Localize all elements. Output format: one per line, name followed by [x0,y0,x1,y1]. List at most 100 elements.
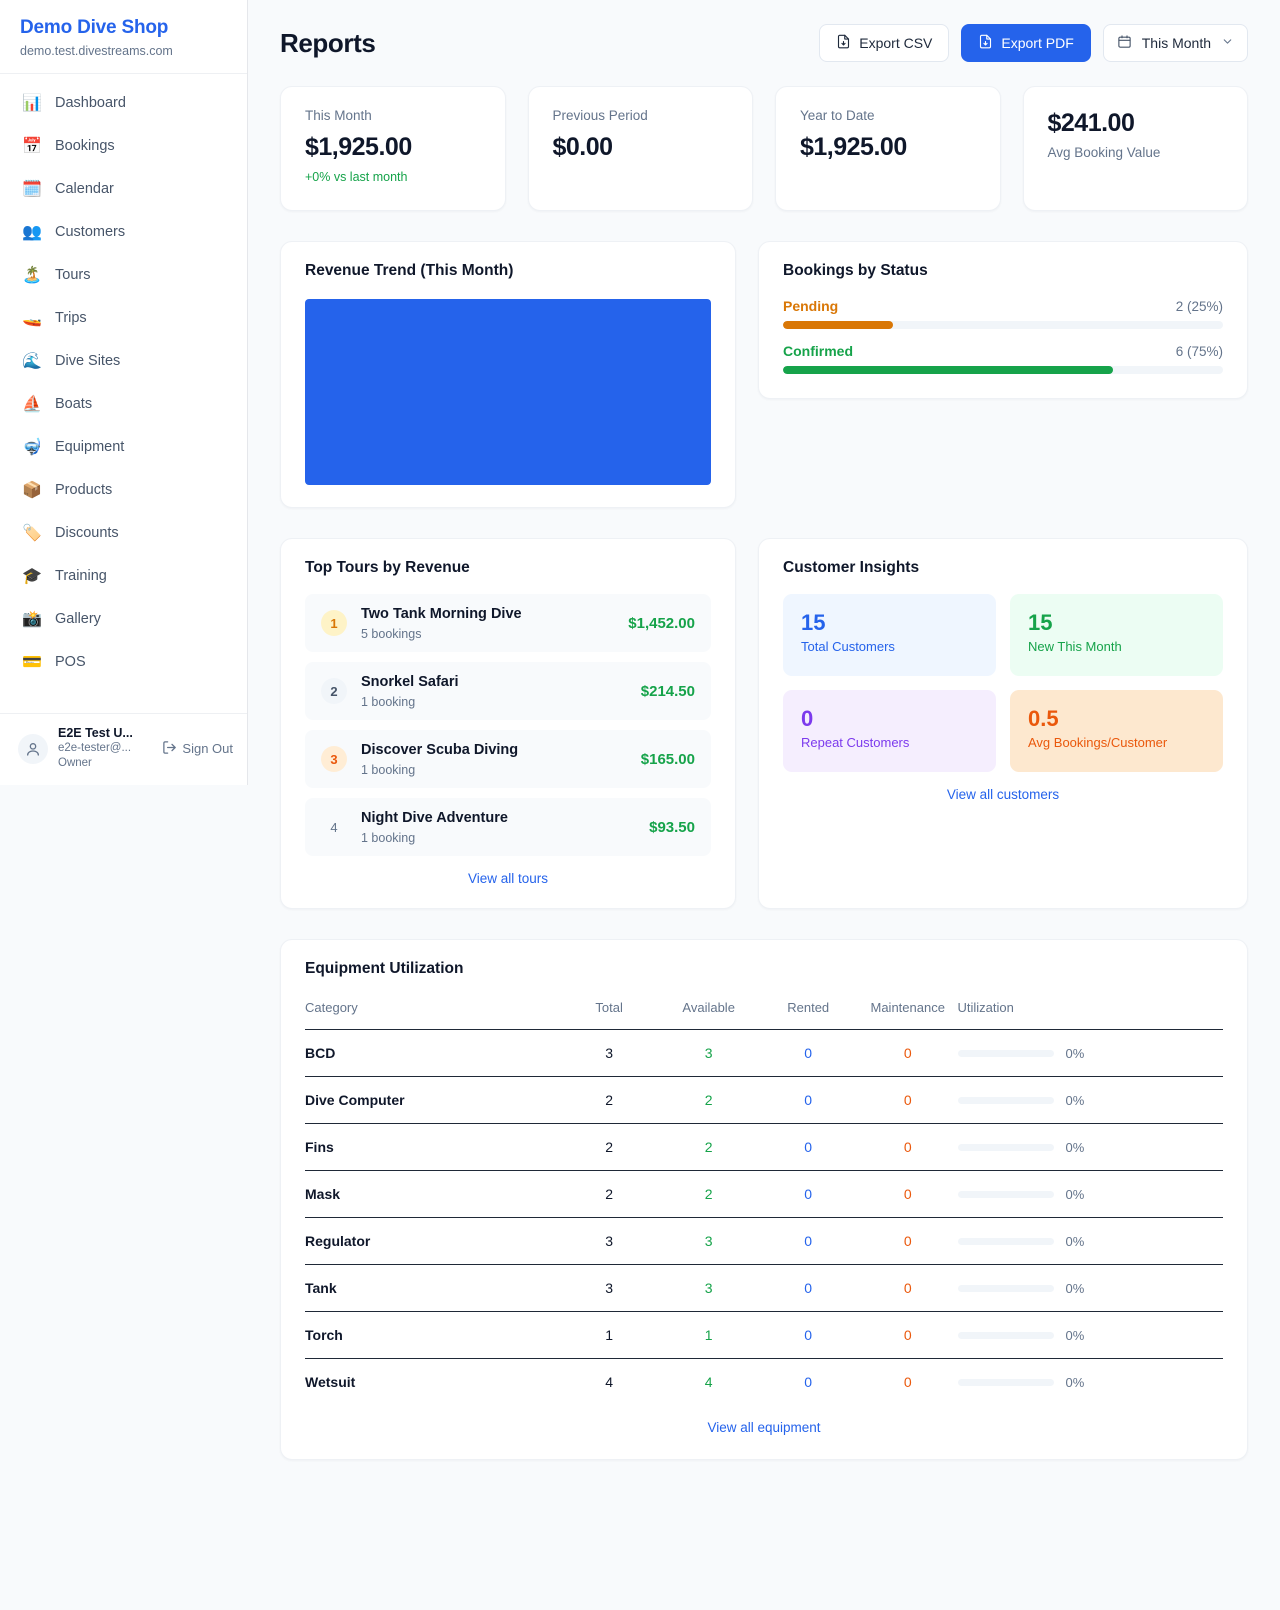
equipment-col-header: Category [305,994,560,1030]
avatar [18,733,48,764]
equipment-category: BCD [305,1029,560,1077]
export-pdf-label: Export PDF [1001,35,1074,51]
stat-label: Avg Booking Value [1047,145,1161,160]
view-all-tours-link[interactable]: View all tours [467,871,549,886]
sidebar-nav: 📊 Dashboard 📅 Bookings 🗓️ Calendar 👥 Customers 🏝… [0,74,247,713]
brand-domain: demo.test.divestreams.com [20,44,173,58]
tour-bookings-count: 1 booking [361,694,416,709]
equipment-rented: 0 [758,1264,858,1312]
export-csv-button[interactable]: Export CSV [819,24,950,62]
brand-block[interactable]: Demo Dive Shop demo.test.divestreams.com [0,0,247,74]
equipment-category: Mask [305,1170,560,1218]
tour-info: Night Dive Adventure 1 booking [361,809,635,846]
sidebar-user-footer: E2E Test U... e2e-tester@... Owner Sign … [0,713,247,785]
utilization-bar-track [957,1143,1054,1151]
bar-chart-emoji: 📊 [22,94,42,112]
sidebar-item-discounts[interactable]: 🏷️ Discounts [0,512,247,555]
equipment-maintenance: 0 [857,1076,958,1124]
equipment-rented: 0 [758,1076,858,1124]
equipment-utilization-title: Equipment Utilization [305,960,464,977]
equipment-maintenance: 0 [857,1029,958,1077]
stat-label: Previous Period [552,108,648,123]
sidebar-item-customers[interactable]: 👥 Customers [0,211,247,254]
equipment-available: 3 [658,1029,759,1077]
table-row: BCD 3 3 0 0 0% [305,1029,1223,1077]
equipment-rented: 0 [758,1311,858,1359]
equipment-utilization-cell: 0% [957,1217,1223,1265]
logout-icon [162,740,177,758]
period-select[interactable]: This Month [1102,24,1248,62]
revenue-trend-card: Revenue Trend (This Month) [280,241,736,508]
sidebar-item-label: Gallery [55,611,101,627]
insights-grid: 15 Total Customers 15 New This Month 0 Repeat… [783,594,1223,772]
sidebar-item-trips[interactable]: 🚤 Trips [0,297,247,340]
revenue-trend-chart [305,299,711,485]
sidebar-item-boats[interactable]: ⛵ Boats [0,383,247,426]
view-all-equipment-link[interactable]: View all equipment [707,1420,821,1435]
tour-row[interactable]: 4 Night Dive Adventure 1 booking $93.50 [305,798,711,856]
utilization-percent: 0% [1065,1233,1085,1249]
table-row: Wetsuit 4 4 0 0 0% [305,1359,1223,1406]
equipment-category: Dive Computer [305,1076,560,1124]
sidebar-item-dashboard[interactable]: 📊 Dashboard [0,82,247,125]
export-pdf-button[interactable]: Export PDF [961,24,1091,62]
equipment-utilization-cell: 0% [957,1170,1223,1218]
equipment-category: Fins [305,1123,560,1171]
equipment-table: Category Total Available Rented Maintenance U… [305,994,1223,1405]
period-select-value: This Month [1141,35,1211,51]
sidebar-item-label: Calendar [55,181,114,197]
sidebar-item-dive-sites[interactable]: 🌊 Dive Sites [0,340,247,383]
status-bar-fill [783,321,893,329]
tour-revenue: $214.50 [640,682,695,700]
tour-revenue: $93.50 [649,818,695,836]
tour-rank-badge: 2 [321,678,347,704]
sign-out-button[interactable]: Sign Out [162,740,233,758]
sidebar-item-calendar[interactable]: 🗓️ Calendar [0,168,247,211]
utilization-percent: 0% [1065,1045,1085,1061]
sidebar-item-gallery[interactable]: 📸 Gallery [0,598,247,641]
tour-revenue: $1,452.00 [628,614,695,632]
utilization-percent: 0% [1065,1092,1085,1108]
insight-card: 0 Repeat Customers [783,690,996,772]
utilization-bar-track [957,1190,1054,1198]
equipment-total: 2 [559,1123,659,1171]
sidebar-item-label: Training [55,568,107,584]
sidebar-item-tours[interactable]: 🏝️ Tours [0,254,247,297]
equipment-table-body: BCD 3 3 0 0 0% Dive Computer 2 2 0 0 0% Fins 2 2 0 0 0% Ma… [305,1029,1223,1406]
insight-label: Total Customers [801,639,895,654]
sidebar-item-label: Boats [55,396,93,412]
equipment-category: Wetsuit [305,1374,356,1390]
equipment-maintenance: 0 [857,1264,958,1312]
insight-value: 0.5 [1028,706,1059,731]
sidebar-item-bookings[interactable]: 📅 Bookings [0,125,247,168]
sidebar-item-training[interactable]: 🎓 Training [0,555,247,598]
tour-row[interactable]: 3 Discover Scuba Diving 1 booking $165.00 [305,730,711,788]
equipment-utilization-cell: 0% [957,1029,1223,1077]
tour-row[interactable]: 2 Snorkel Safari 1 booking $214.50 [305,662,711,720]
utilization-bar-track [957,1378,1054,1386]
equipment-col-header: Total [559,994,659,1030]
file-download-icon [836,34,851,52]
equipment-col-header: Maintenance [857,994,958,1030]
sailboat-emoji: ⛵ [22,395,42,413]
sidebar-item-pos[interactable]: 💳 POS [0,641,247,684]
status-row: Confirmed 6 (75%) [783,343,1223,374]
sidebar-item-label: Equipment [55,439,125,455]
status-name: Pending [783,298,839,314]
desert-island-emoji: 🏝️ [22,266,42,284]
insight-label: Avg Bookings/Customer [1028,735,1168,750]
export-csv-label: Export CSV [859,35,933,51]
sidebar-item-products[interactable]: 📦 Products [0,469,247,512]
insight-value: 15 [801,610,826,635]
stat-value: $0.00 [552,133,614,161]
stat-card: Year to Date $1,925.00 [775,86,1001,211]
page-title: Reports [280,27,376,58]
status-bar-fill [783,366,1113,374]
sidebar-item-equipment[interactable]: 🤿 Equipment [0,426,247,469]
view-all-customers-link[interactable]: View all customers [946,787,1060,802]
label-tag-emoji: 🏷️ [22,524,42,542]
utilization-percent: 0% [1065,1374,1085,1390]
equipment-col-header: Rented [758,994,858,1030]
bookings-by-status-title: Bookings by Status [783,262,928,279]
tour-row[interactable]: 1 Two Tank Morning Dive 5 bookings $1,452.0… [305,594,711,652]
